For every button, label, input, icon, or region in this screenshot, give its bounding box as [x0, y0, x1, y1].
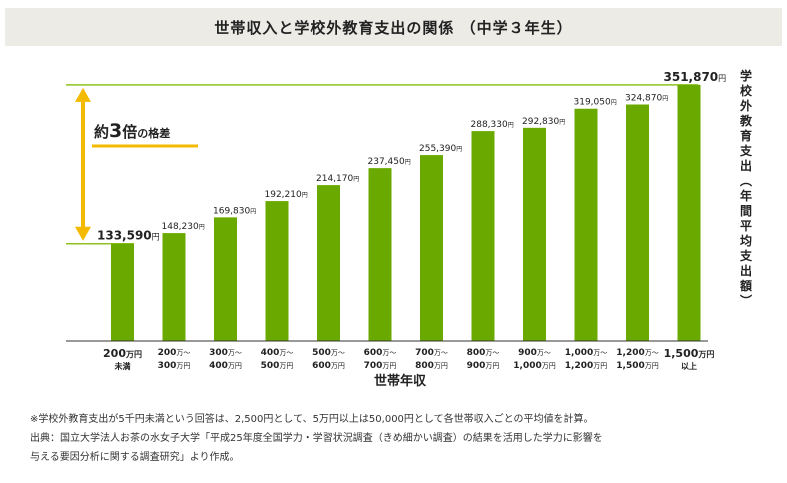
- bar: [265, 201, 289, 341]
- bar-value-label: 288,330円: [471, 120, 514, 130]
- svg-text:400万〜: 400万〜: [261, 348, 294, 358]
- category-label: 700万〜 800万円: [415, 348, 448, 371]
- svg-text:500万〜: 500万〜: [312, 348, 345, 358]
- svg-text:以上: 以上: [681, 361, 697, 371]
- category-label: 1,200万〜 1,500万円: [616, 348, 658, 371]
- category-label: 500万〜 600万円: [312, 348, 345, 371]
- svg-text:1,500万円: 1,500万円: [616, 361, 658, 371]
- category-label: 300万〜 400万円: [209, 348, 242, 371]
- bar-value-label: 214,170円: [316, 174, 359, 184]
- svg-text:200万円: 200万円: [103, 347, 142, 360]
- y-axis-label: 学校外教育支出︵年間平均支出額︶: [739, 68, 753, 308]
- svg-text:500万円: 500万円: [261, 361, 294, 371]
- title-bar: 世帯収入と学校外教育支出の関係 （中学３年生）: [5, 8, 782, 46]
- x-axis-label: 世帯年収: [374, 373, 427, 389]
- footnotes: ※学校外教育支出が5千円未満という回答は、2,500円として、5万円以上は50,…: [30, 410, 750, 467]
- category-label: 600万〜 700万円: [364, 348, 397, 371]
- gap-double-arrow: [75, 87, 91, 241]
- svg-text:1,000万〜: 1,000万〜: [565, 348, 607, 358]
- svg-text:900万円: 900万円: [467, 361, 500, 371]
- svg-text:600万〜: 600万〜: [364, 348, 397, 358]
- bar: [111, 243, 134, 341]
- bar: [471, 131, 495, 341]
- category-label: 1,000万〜 1,200万円: [565, 348, 607, 371]
- svg-text:700万〜: 700万〜: [415, 348, 448, 358]
- svg-text:1,200万〜: 1,200万〜: [616, 348, 658, 358]
- svg-text:800万円: 800万円: [415, 361, 448, 371]
- bar: [523, 127, 546, 341]
- svg-text:未満: 未満: [114, 361, 131, 371]
- svg-text:200万〜: 200万〜: [158, 348, 191, 358]
- bar-value-label: 255,390円: [419, 144, 462, 154]
- svg-text:700万円: 700万円: [364, 361, 397, 371]
- svg-text:300万〜: 300万〜: [209, 348, 242, 358]
- bar-value-label: 237,450円: [368, 157, 411, 167]
- svg-text:900万〜: 900万〜: [518, 348, 551, 358]
- bar-value-label: 192,210円: [265, 190, 308, 200]
- bar-value-label: 169,830円: [213, 206, 256, 216]
- bar-value-label: 324,870円: [625, 93, 668, 103]
- category-label: 200万〜 300万円: [158, 348, 191, 371]
- footnote-source-2: 与える要因分析に関する調査研究」より作成。: [30, 452, 240, 463]
- bar: [626, 104, 649, 341]
- svg-text:1,200万円: 1,200万円: [565, 361, 607, 371]
- bar-value-label: 351,870円: [664, 70, 727, 84]
- bar-value-label: 133,590円: [97, 229, 160, 243]
- bar: [420, 155, 443, 341]
- bar: [317, 185, 340, 341]
- bar-value-label: 148,230円: [162, 222, 205, 232]
- svg-text:300万円: 300万円: [158, 361, 191, 371]
- bar: [574, 108, 598, 341]
- gap-annotation-text: 約3倍の格差: [94, 120, 170, 142]
- category-label: 400万〜 500万円: [261, 348, 294, 371]
- bar-value-label: 319,050円: [574, 98, 617, 108]
- footnote-calc: ※学校外教育支出が5千円未満という回答は、2,500円として、5万円以上は50,…: [30, 414, 594, 425]
- category-label: 900万〜 1,000万円: [513, 348, 555, 371]
- chart-title: 世帯収入と学校外教育支出の関係 （中学３年生）: [214, 18, 573, 37]
- svg-text:600万円: 600万円: [312, 361, 345, 371]
- footnote-source-1: 出典：国立大学法人お茶の水女子大学「平成25年度全国学力・学習状況調査（きめ細か…: [30, 433, 603, 444]
- bar: [368, 168, 392, 341]
- svg-text:800万〜: 800万〜: [467, 348, 500, 358]
- bar: [162, 233, 186, 341]
- svg-text:400万円: 400万円: [209, 361, 242, 371]
- svg-text:1,500万円: 1,500万円: [664, 347, 715, 360]
- svg-text:1,000万円: 1,000万円: [513, 361, 555, 371]
- bar-value-label: 292,830円: [522, 117, 565, 127]
- category-label: 800万〜 900万円: [467, 348, 500, 371]
- bar: [677, 84, 701, 342]
- bar: [214, 217, 237, 341]
